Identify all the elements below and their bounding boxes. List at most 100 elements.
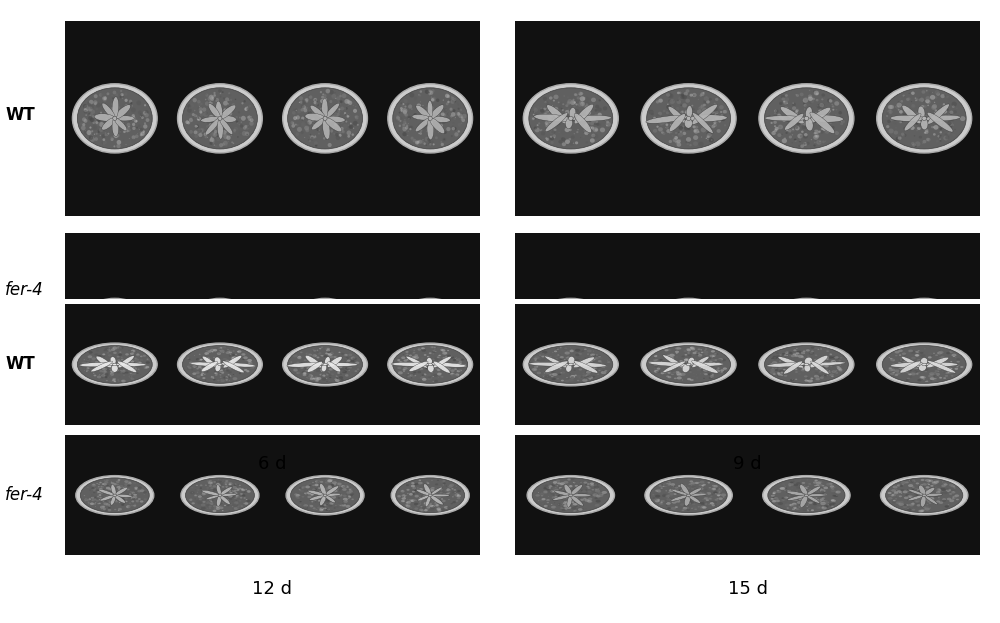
Circle shape — [313, 98, 317, 102]
Circle shape — [218, 479, 219, 480]
Circle shape — [568, 485, 573, 487]
Circle shape — [695, 364, 700, 366]
Circle shape — [594, 117, 597, 120]
Circle shape — [342, 134, 347, 138]
Circle shape — [789, 334, 791, 336]
Circle shape — [928, 332, 932, 336]
Circle shape — [688, 116, 689, 117]
Circle shape — [772, 320, 775, 322]
Circle shape — [534, 369, 536, 370]
Circle shape — [813, 497, 817, 499]
Circle shape — [447, 354, 451, 357]
Circle shape — [824, 335, 828, 339]
Circle shape — [119, 482, 121, 483]
Circle shape — [339, 487, 343, 489]
Circle shape — [682, 349, 688, 354]
Circle shape — [202, 493, 205, 495]
Circle shape — [904, 346, 906, 347]
Circle shape — [109, 353, 111, 356]
Circle shape — [802, 348, 806, 352]
Circle shape — [691, 321, 696, 326]
Circle shape — [308, 330, 309, 331]
Circle shape — [200, 313, 204, 318]
Ellipse shape — [680, 483, 689, 495]
Circle shape — [222, 318, 225, 320]
Circle shape — [900, 489, 905, 492]
Circle shape — [816, 314, 819, 317]
Circle shape — [403, 367, 408, 369]
Circle shape — [212, 324, 215, 327]
Circle shape — [899, 136, 900, 137]
Circle shape — [98, 131, 100, 133]
Circle shape — [350, 320, 353, 322]
Circle shape — [413, 488, 417, 491]
Circle shape — [328, 485, 332, 487]
Circle shape — [342, 326, 346, 331]
Circle shape — [540, 130, 542, 131]
Circle shape — [718, 336, 721, 338]
Circle shape — [342, 371, 345, 373]
Circle shape — [700, 94, 702, 97]
Circle shape — [111, 361, 115, 364]
Circle shape — [923, 313, 925, 314]
Circle shape — [666, 498, 671, 500]
Circle shape — [703, 316, 706, 318]
Circle shape — [554, 496, 558, 498]
Circle shape — [602, 325, 604, 327]
Circle shape — [906, 316, 911, 321]
Circle shape — [714, 369, 717, 371]
Circle shape — [561, 371, 565, 374]
Circle shape — [211, 379, 214, 381]
Circle shape — [98, 313, 103, 318]
Circle shape — [591, 134, 595, 138]
Circle shape — [792, 107, 796, 110]
Circle shape — [717, 368, 720, 369]
Circle shape — [945, 505, 949, 508]
Circle shape — [919, 108, 923, 111]
Circle shape — [220, 347, 222, 349]
Circle shape — [550, 136, 552, 138]
Circle shape — [566, 369, 570, 371]
Circle shape — [686, 363, 691, 366]
Circle shape — [565, 123, 568, 125]
Circle shape — [120, 348, 123, 351]
Circle shape — [574, 361, 576, 363]
Circle shape — [675, 506, 678, 508]
Circle shape — [693, 373, 695, 374]
Circle shape — [789, 136, 792, 138]
Circle shape — [293, 116, 297, 120]
Circle shape — [444, 346, 447, 349]
Circle shape — [328, 135, 330, 136]
Circle shape — [666, 308, 671, 312]
Circle shape — [910, 328, 912, 330]
Circle shape — [540, 108, 545, 113]
Circle shape — [411, 485, 415, 487]
Circle shape — [235, 339, 237, 341]
Circle shape — [949, 110, 953, 114]
Circle shape — [689, 371, 692, 373]
Circle shape — [240, 326, 245, 330]
Circle shape — [809, 307, 811, 309]
Circle shape — [793, 506, 796, 508]
Circle shape — [433, 353, 434, 354]
Circle shape — [418, 482, 422, 485]
Circle shape — [825, 325, 831, 330]
Circle shape — [660, 364, 663, 365]
Circle shape — [584, 482, 587, 483]
Circle shape — [576, 346, 578, 348]
Circle shape — [439, 115, 443, 120]
Circle shape — [235, 347, 237, 350]
Circle shape — [207, 483, 210, 486]
Circle shape — [810, 107, 811, 108]
Circle shape — [233, 377, 237, 380]
Circle shape — [950, 346, 953, 348]
Circle shape — [213, 92, 216, 94]
Circle shape — [674, 493, 677, 495]
Circle shape — [342, 342, 344, 343]
Circle shape — [690, 502, 692, 503]
Circle shape — [326, 373, 329, 375]
Circle shape — [568, 138, 571, 140]
Circle shape — [440, 349, 444, 351]
Circle shape — [575, 361, 580, 364]
Circle shape — [104, 481, 108, 483]
